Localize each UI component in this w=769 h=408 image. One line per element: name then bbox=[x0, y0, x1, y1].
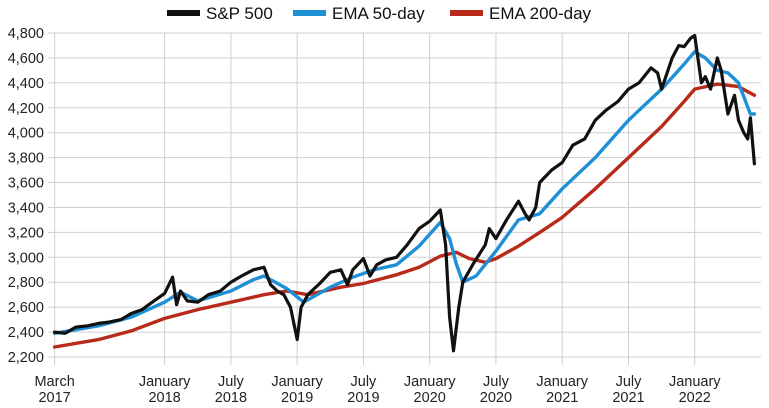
series-lines bbox=[52, 33, 757, 353]
x-tick-month-label: July bbox=[218, 374, 245, 390]
y-tick-label: 4,000 bbox=[8, 126, 44, 142]
x-tick-month-label: January bbox=[536, 374, 588, 390]
y-tick-label: 3,200 bbox=[8, 225, 44, 241]
y-axis-ticks: 2,200 2,400 2,600 2,800 3,000 3,200 3,400 3,600… bbox=[8, 26, 44, 366]
y-tick-label: 3,800 bbox=[8, 151, 44, 167]
y-tick-label: 4,200 bbox=[8, 101, 44, 117]
legend: S&P 500 EMA 50-day EMA 200-day bbox=[167, 4, 592, 23]
x-tick-month-label: March bbox=[34, 374, 74, 390]
y-tick-label: 4,400 bbox=[8, 76, 44, 92]
x-tick-year-label: 2021 bbox=[612, 390, 644, 406]
y-tick-label: 2,200 bbox=[8, 350, 44, 366]
x-tick-year-label: 2019 bbox=[281, 390, 313, 406]
y-tick-label: 2,400 bbox=[8, 325, 44, 341]
x-tick-month-label: July bbox=[351, 374, 378, 390]
y-tick-label: 2,800 bbox=[8, 275, 44, 291]
y-tick-label: 3,600 bbox=[8, 176, 44, 192]
x-tick-month-label: January bbox=[404, 374, 456, 390]
legend-label: S&P 500 bbox=[206, 4, 273, 23]
x-tick-year-label: 2022 bbox=[679, 390, 711, 406]
x-tick-year-label: 2021 bbox=[546, 390, 578, 406]
y-tick-label: 4,800 bbox=[8, 26, 44, 42]
legend-swatch-s-p-500 bbox=[167, 10, 200, 16]
x-tick-year-label: 2018 bbox=[215, 390, 247, 406]
legend-label: EMA 200-day bbox=[489, 4, 592, 23]
y-tick-label: 3,400 bbox=[8, 200, 44, 216]
x-tick-year-label: 2017 bbox=[38, 390, 70, 406]
legend-swatch-ema-50-day bbox=[293, 10, 326, 16]
grid-lines bbox=[48, 32, 761, 365]
legend-swatch-ema-200-day bbox=[450, 10, 483, 16]
series-line-ema-50-day bbox=[52, 50, 757, 335]
x-tick-month-label: January bbox=[669, 374, 721, 390]
y-tick-label: 4,600 bbox=[8, 51, 44, 67]
x-tick-month-label: January bbox=[139, 374, 191, 390]
legend-label: EMA 50-day bbox=[332, 4, 425, 23]
x-tick-year-label: 2020 bbox=[414, 390, 446, 406]
x-tick-month-label: July bbox=[483, 374, 510, 390]
x-tick-month-label: July bbox=[616, 374, 643, 390]
x-axis-ticks: March2017January2018July2018January2019J… bbox=[34, 374, 721, 406]
x-tick-month-label: January bbox=[271, 374, 323, 390]
y-tick-label: 2,600 bbox=[8, 300, 44, 316]
x-tick-year-label: 2020 bbox=[480, 390, 512, 406]
x-tick-year-label: 2018 bbox=[148, 390, 180, 406]
y-tick-label: 3,000 bbox=[8, 250, 44, 266]
x-tick-year-label: 2019 bbox=[347, 390, 379, 406]
series-line-ema-200-day bbox=[52, 82, 757, 349]
series-line-s-p-500 bbox=[53, 33, 756, 353]
